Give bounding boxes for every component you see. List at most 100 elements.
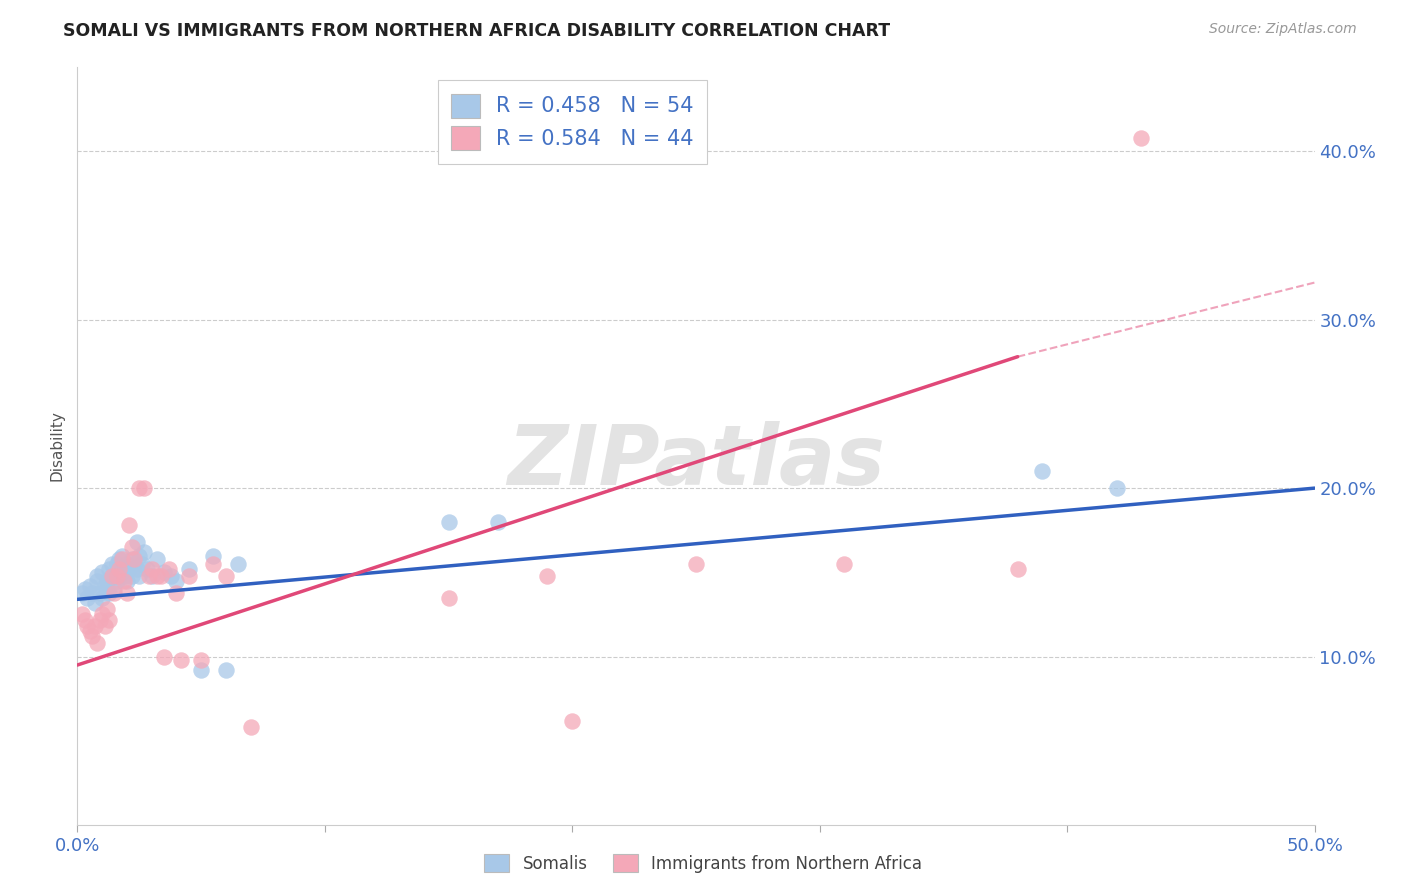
- Point: [73, 613, 96, 627]
- Point: [76, 591, 98, 605]
- Point: [135, 562, 157, 576]
- Legend: Somalis, Immigrants from Northern Africa: Somalis, Immigrants from Northern Africa: [478, 847, 928, 880]
- Point: [79, 624, 101, 639]
- Point: [121, 552, 143, 566]
- Point: [536, 568, 558, 582]
- Point: [165, 585, 187, 599]
- Point: [76, 619, 98, 633]
- Point: [150, 568, 173, 582]
- Text: ZIPatlas: ZIPatlas: [508, 421, 884, 501]
- Point: [121, 540, 143, 554]
- Point: [685, 557, 707, 571]
- Point: [145, 568, 167, 582]
- Point: [1105, 481, 1128, 495]
- Point: [202, 549, 225, 563]
- Point: [115, 574, 138, 588]
- Point: [160, 568, 183, 582]
- Point: [165, 574, 187, 588]
- Point: [101, 568, 124, 582]
- Text: Source: ZipAtlas.com: Source: ZipAtlas.com: [1209, 22, 1357, 37]
- Point: [98, 585, 121, 599]
- Point: [202, 557, 225, 571]
- Point: [105, 574, 128, 588]
- Point: [239, 720, 262, 734]
- Point: [153, 566, 176, 580]
- Point: [834, 557, 856, 571]
- Point: [122, 557, 145, 571]
- Point: [108, 568, 131, 582]
- Point: [134, 545, 156, 559]
- Point: [190, 663, 212, 677]
- Y-axis label: Disability: Disability: [49, 410, 65, 482]
- Point: [111, 549, 134, 563]
- Point: [96, 602, 118, 616]
- Point: [96, 574, 118, 588]
- Point: [157, 562, 180, 576]
- Point: [101, 557, 124, 571]
- Point: [118, 562, 141, 576]
- Point: [115, 585, 138, 599]
- Point: [111, 562, 134, 576]
- Point: [145, 552, 167, 566]
- Point: [82, 629, 104, 643]
- Point: [96, 582, 118, 597]
- Point: [215, 568, 238, 582]
- Point: [91, 566, 114, 580]
- Point: [103, 582, 125, 597]
- Point: [141, 568, 163, 582]
- Point: [215, 663, 238, 677]
- Point: [134, 481, 156, 495]
- Point: [112, 574, 135, 588]
- Point: [177, 568, 200, 582]
- Point: [72, 607, 94, 622]
- Point: [93, 579, 115, 593]
- Text: SOMALI VS IMMIGRANTS FROM NORTHERN AFRICA DISABILITY CORRELATION CHART: SOMALI VS IMMIGRANTS FROM NORTHERN AFRIC…: [63, 22, 890, 40]
- Point: [111, 552, 134, 566]
- Point: [437, 591, 460, 605]
- Point: [190, 653, 212, 667]
- Point: [108, 562, 131, 576]
- Point: [82, 585, 104, 599]
- Point: [141, 562, 163, 576]
- Point: [105, 557, 128, 571]
- Point: [128, 549, 150, 563]
- Point: [121, 568, 143, 582]
- Point: [101, 568, 124, 582]
- Point: [128, 481, 150, 495]
- Point: [122, 552, 145, 566]
- Point: [128, 568, 150, 582]
- Point: [153, 649, 176, 664]
- Point: [1007, 562, 1029, 576]
- Point: [86, 574, 108, 588]
- Point: [437, 515, 460, 529]
- Point: [115, 557, 138, 571]
- Point: [170, 653, 193, 667]
- Point: [83, 596, 105, 610]
- Point: [1031, 464, 1053, 478]
- Point: [83, 619, 105, 633]
- Point: [86, 636, 108, 650]
- Point: [72, 585, 94, 599]
- Point: [118, 518, 141, 533]
- Point: [125, 562, 148, 576]
- Point: [73, 582, 96, 597]
- Point: [89, 585, 111, 599]
- Point: [1130, 130, 1153, 145]
- Point: [89, 613, 111, 627]
- Point: [138, 568, 160, 582]
- Point: [131, 557, 153, 571]
- Point: [486, 515, 509, 529]
- Point: [91, 607, 114, 622]
- Point: [103, 568, 125, 582]
- Point: [91, 591, 114, 605]
- Point: [93, 619, 115, 633]
- Point: [125, 535, 148, 549]
- Point: [105, 568, 128, 582]
- Point: [98, 613, 121, 627]
- Point: [103, 585, 125, 599]
- Point: [108, 552, 131, 566]
- Legend: R = 0.458   N = 54, R = 0.584   N = 44: R = 0.458 N = 54, R = 0.584 N = 44: [437, 80, 707, 164]
- Point: [86, 568, 108, 582]
- Point: [112, 568, 135, 582]
- Point: [79, 579, 101, 593]
